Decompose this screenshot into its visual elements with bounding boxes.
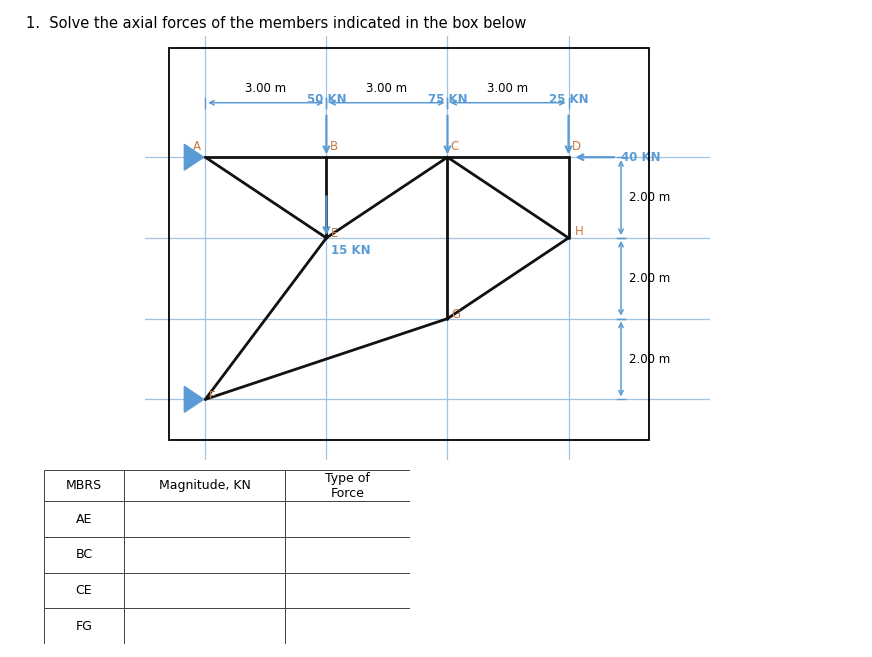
Polygon shape <box>184 145 204 170</box>
Text: 2.00 m: 2.00 m <box>629 353 671 365</box>
Text: 3.00 m: 3.00 m <box>245 83 286 95</box>
Bar <box>124 470 285 501</box>
Text: Magnitude, KN: Magnitude, KN <box>159 479 250 492</box>
Bar <box>44 573 124 608</box>
Bar <box>124 608 285 644</box>
Text: E: E <box>330 227 337 240</box>
Text: FG: FG <box>76 620 92 633</box>
Bar <box>124 501 285 537</box>
Bar <box>285 537 410 573</box>
Text: B: B <box>330 140 337 153</box>
Text: AE: AE <box>76 512 92 526</box>
Bar <box>285 470 410 501</box>
Text: F: F <box>209 390 216 403</box>
Bar <box>285 501 410 537</box>
Text: 15 KN: 15 KN <box>331 244 371 257</box>
Text: 3.00 m: 3.00 m <box>487 83 528 95</box>
Text: 75 KN: 75 KN <box>427 93 467 106</box>
Text: Type of
Force: Type of Force <box>325 472 370 499</box>
Text: CE: CE <box>76 584 92 597</box>
Text: 25 KN: 25 KN <box>548 93 589 106</box>
Text: D: D <box>572 140 581 153</box>
Text: BC: BC <box>75 549 92 561</box>
Bar <box>285 573 410 608</box>
Text: A: A <box>194 140 201 153</box>
Bar <box>44 501 124 537</box>
Bar <box>169 48 650 440</box>
Text: 2.00 m: 2.00 m <box>629 272 671 284</box>
Bar <box>44 470 124 501</box>
Bar <box>124 537 285 573</box>
Text: 40 KN: 40 KN <box>621 150 661 164</box>
Text: MBRS: MBRS <box>65 479 102 492</box>
Text: G: G <box>452 307 460 321</box>
Bar <box>124 573 285 608</box>
Text: C: C <box>451 140 459 153</box>
Text: 2.00 m: 2.00 m <box>629 191 671 204</box>
Bar <box>44 608 124 644</box>
Text: H: H <box>575 225 583 238</box>
Text: 50 KN: 50 KN <box>307 93 346 106</box>
Bar <box>44 537 124 573</box>
Polygon shape <box>184 386 204 413</box>
Bar <box>285 608 410 644</box>
Text: 1.  Solve the axial forces of the members indicated in the box below: 1. Solve the axial forces of the members… <box>26 16 527 32</box>
Text: 3.00 m: 3.00 m <box>366 83 407 95</box>
